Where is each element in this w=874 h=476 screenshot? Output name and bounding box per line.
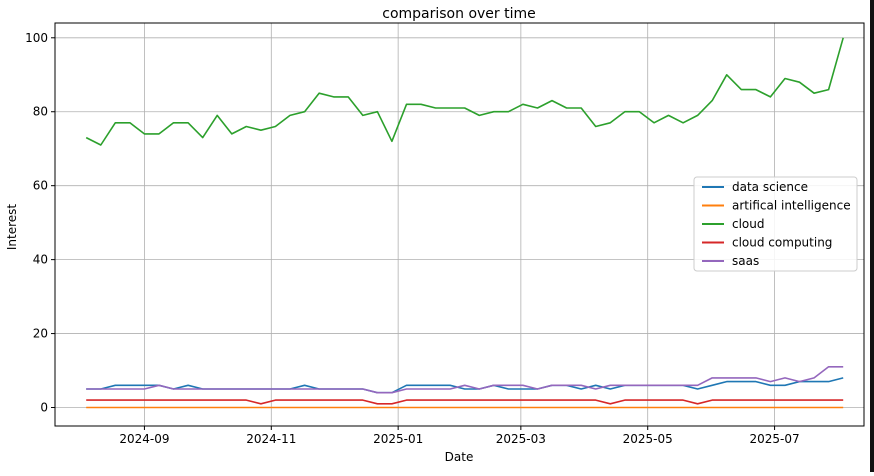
- legend-label: cloud: [732, 217, 765, 231]
- y-axis-label: Interest: [5, 204, 19, 251]
- plot-frame: [54, 22, 865, 427]
- y-tick-label: 60: [33, 179, 48, 193]
- y-axis-ticks: 0 20 40 60 80 100: [25, 31, 55, 415]
- x-tick-label: 2024-11: [246, 432, 296, 446]
- x-axis-ticks: 2024-09 2024-11 2025-01 2025-03 2025-05 2025-…: [119, 426, 800, 446]
- legend: data science artifical intelligence cloud c…: [693, 176, 858, 272]
- x-tick-label: 2025-05: [623, 432, 673, 446]
- x-tick-label: 2025-07: [750, 432, 800, 446]
- x-tick-label: 2024-09: [119, 432, 169, 446]
- legend-box: [693, 176, 858, 272]
- x-axis-label: Date: [445, 450, 474, 464]
- y-tick-label: 40: [33, 253, 48, 267]
- chart-title: comparison over time: [382, 6, 536, 22]
- y-tick-label: 100: [25, 31, 48, 45]
- series-lines: [85, 37, 844, 409]
- x-tick-label: 2025-01: [373, 432, 423, 446]
- y-tick-label: 80: [33, 105, 48, 119]
- y-tick-label: 0: [40, 401, 48, 415]
- legend-label: artifical intelligence: [732, 199, 851, 213]
- legend-label: cloud computing: [732, 236, 832, 250]
- legend-label: data science: [732, 180, 808, 194]
- series-line-cloud: [85, 37, 844, 146]
- y-tick-label: 20: [33, 327, 48, 341]
- series-line-saas: [86, 365, 844, 394]
- legend-label: saas: [732, 254, 759, 268]
- series-line-cloud-computing: [86, 399, 844, 405]
- x-tick-label: 2025-03: [496, 432, 546, 446]
